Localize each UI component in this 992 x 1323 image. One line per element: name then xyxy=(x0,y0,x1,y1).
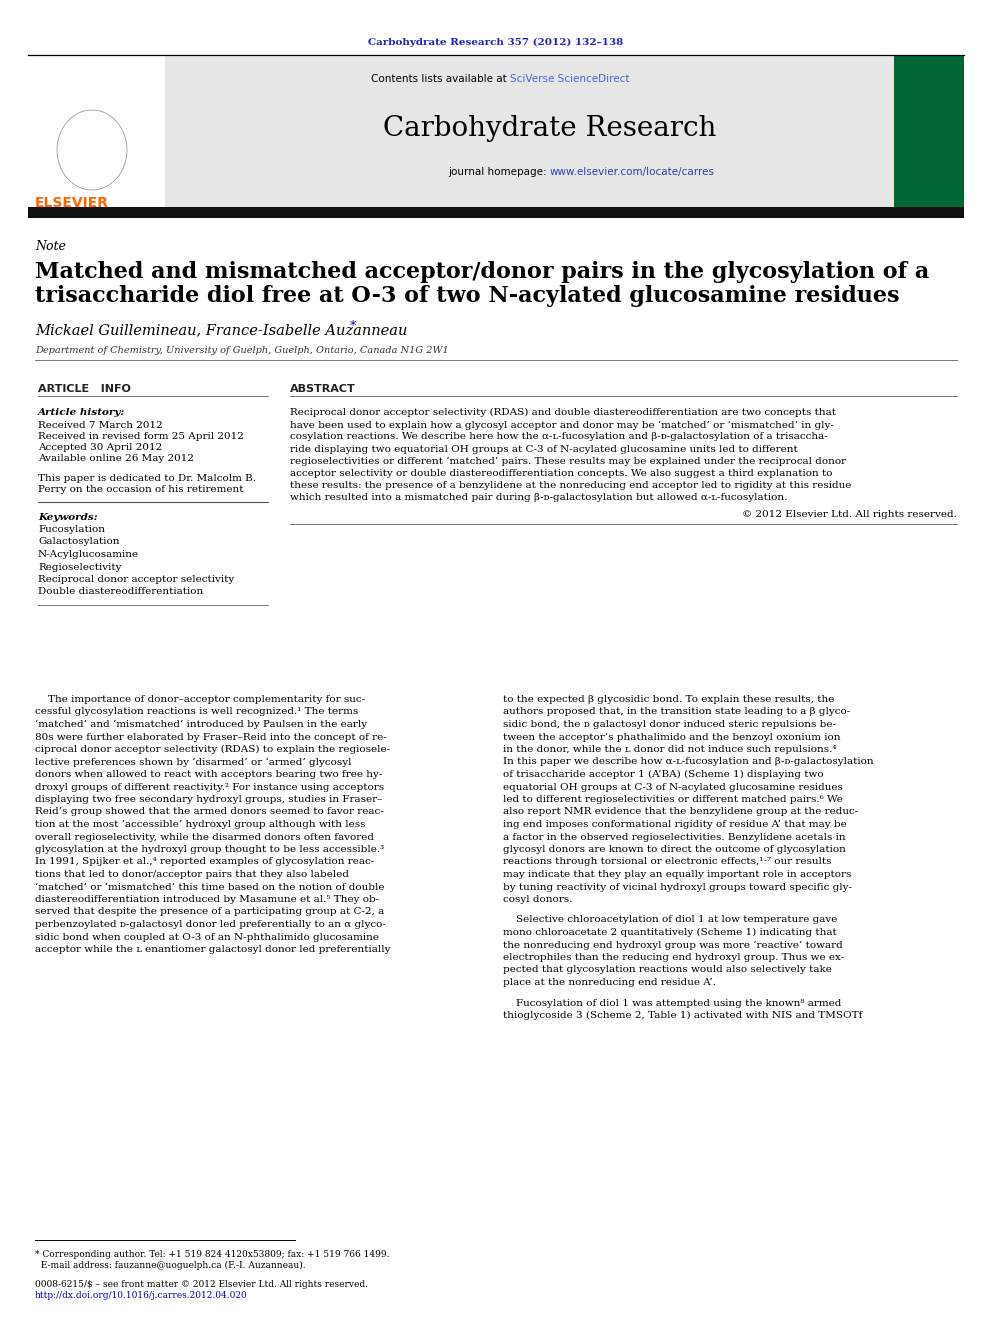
Text: ARTICLE   INFO: ARTICLE INFO xyxy=(38,384,131,394)
Text: in the donor, while the ʟ donor did not induce such repulsions.⁴: in the donor, while the ʟ donor did not … xyxy=(503,745,836,754)
Text: Contents lists available at: Contents lists available at xyxy=(371,74,510,83)
Text: by tuning reactivity of vicinal hydroxyl groups toward specific gly-: by tuning reactivity of vicinal hydroxyl… xyxy=(503,882,852,892)
Text: tions that led to donor/acceptor pairs that they also labeled: tions that led to donor/acceptor pairs t… xyxy=(35,871,349,878)
Text: Received 7 March 2012: Received 7 March 2012 xyxy=(38,421,163,430)
Text: reactions through torsional or electronic effects,¹⋅⁷ our results: reactions through torsional or electroni… xyxy=(503,857,831,867)
Text: Note: Note xyxy=(35,239,65,253)
Text: ride displaying two equatorial OH groups at C-3 of N-acylated glucosamine units : ride displaying two equatorial OH groups… xyxy=(290,445,798,454)
Text: Reciprocal donor acceptor selectivity: Reciprocal donor acceptor selectivity xyxy=(38,576,234,583)
Text: E-mail address: fauzanne@uoguelph.ca (F.-I. Auzanneau).: E-mail address: fauzanne@uoguelph.ca (F.… xyxy=(35,1261,306,1270)
Text: of trisaccharide acceptor 1 (A’BA) (Scheme 1) displaying two: of trisaccharide acceptor 1 (A’BA) (Sche… xyxy=(503,770,823,779)
Text: diastereodifferentiation introduced by Masamune et al.⁵ They ob-: diastereodifferentiation introduced by M… xyxy=(35,894,379,904)
Text: tween the acceptor’s phathalimido and the benzoyl oxonium ion: tween the acceptor’s phathalimido and th… xyxy=(503,733,840,741)
Text: trisaccharide diol free at O-3 of two N-acylated glucosamine residues: trisaccharide diol free at O-3 of two N-… xyxy=(35,284,900,307)
Text: which resulted into a mismatched pair during β-ᴅ-galactosylation but allowed α-ʟ: which resulted into a mismatched pair du… xyxy=(290,493,788,503)
Text: Fucosylation of diol 1 was attempted using the known⁸ armed: Fucosylation of diol 1 was attempted usi… xyxy=(503,999,841,1008)
Text: Carbohydrate Research 357 (2012) 132–138: Carbohydrate Research 357 (2012) 132–138 xyxy=(368,38,624,48)
Text: This paper is dedicated to Dr. Malcolm B.: This paper is dedicated to Dr. Malcolm B… xyxy=(38,474,256,483)
Text: glycosyl donors are known to direct the outcome of glycosylation: glycosyl donors are known to direct the … xyxy=(503,845,846,855)
Text: acceptor while the ʟ enantiomer galactosyl donor led preferentially: acceptor while the ʟ enantiomer galactos… xyxy=(35,945,391,954)
Text: displaying two free secondary hydroxyl groups, studies in Fraser–: displaying two free secondary hydroxyl g… xyxy=(35,795,382,804)
Text: ciprocal donor acceptor selectivity (RDAS) to explain the regiosele-: ciprocal donor acceptor selectivity (RDA… xyxy=(35,745,390,754)
Text: place at the nonreducing end residue A’.: place at the nonreducing end residue A’. xyxy=(503,978,716,987)
Text: cosyl donors.: cosyl donors. xyxy=(503,894,572,904)
Text: these results: the presence of a benzylidene at the nonreducing end acceptor led: these results: the presence of a benzyli… xyxy=(290,482,851,491)
Text: www.elsevier.com/locate/carres: www.elsevier.com/locate/carres xyxy=(550,167,715,177)
Text: SciVerse ScienceDirect: SciVerse ScienceDirect xyxy=(510,74,630,83)
Text: perbenzoylated ᴅ-galactosyl donor led preferentially to an α glyco-: perbenzoylated ᴅ-galactosyl donor led pr… xyxy=(35,919,386,929)
Text: N-Acylglucosamine: N-Acylglucosamine xyxy=(38,550,139,560)
Text: In this paper we describe how α-ʟ-fucosylation and β-ᴅ-galactosylation: In this paper we describe how α-ʟ-fucosy… xyxy=(503,758,874,766)
Text: Selective chloroacetylation of diol 1 at low temperature gave: Selective chloroacetylation of diol 1 at… xyxy=(503,916,837,925)
Text: mono chloroacetate 2 quantitatively (Scheme 1) indicating that: mono chloroacetate 2 quantitatively (Sch… xyxy=(503,927,836,937)
Text: overall regioselectivity, while the disarmed donors often favored: overall regioselectivity, while the disa… xyxy=(35,832,374,841)
Bar xyxy=(894,56,964,208)
Text: have been used to explain how a glycosyl acceptor and donor may be ‘matched’ or : have been used to explain how a glycosyl… xyxy=(290,421,834,430)
Text: Galactosylation: Galactosylation xyxy=(38,537,119,546)
Text: Matched and mismatched acceptor/donor pairs in the glycosylation of a: Matched and mismatched acceptor/donor pa… xyxy=(35,261,930,283)
Text: Available online 26 May 2012: Available online 26 May 2012 xyxy=(38,454,194,463)
Bar xyxy=(30,79,160,194)
Text: 80s were further elaborated by Fraser–Reid into the concept of re-: 80s were further elaborated by Fraser–Re… xyxy=(35,733,387,741)
Text: ‘matched’ and ‘mismatched’ introduced by Paulsen in the early: ‘matched’ and ‘mismatched’ introduced by… xyxy=(35,720,367,729)
Text: Received in revised form 25 April 2012: Received in revised form 25 April 2012 xyxy=(38,433,244,441)
Text: tion at the most ‘accessible’ hydroxyl group although with less: tion at the most ‘accessible’ hydroxyl g… xyxy=(35,820,365,830)
Text: ABSTRACT: ABSTRACT xyxy=(290,384,356,394)
Text: thioglycoside 3 (Scheme 2, Table 1) activated with NIS and TMSOTf: thioglycoside 3 (Scheme 2, Table 1) acti… xyxy=(503,1011,862,1020)
Text: Mickael Guillemineau, France-Isabelle Auzanneau: Mickael Guillemineau, France-Isabelle Au… xyxy=(35,323,412,337)
Text: *: * xyxy=(350,320,356,333)
Text: journal homepage:: journal homepage: xyxy=(448,167,550,177)
Text: Keywords:: Keywords: xyxy=(38,513,97,523)
Text: Article history:: Article history: xyxy=(38,407,125,417)
Text: Regioselectivity: Regioselectivity xyxy=(38,562,121,572)
Text: 0008-6215/$ – see front matter © 2012 Elsevier Ltd. All rights reserved.: 0008-6215/$ – see front matter © 2012 El… xyxy=(35,1279,368,1289)
Bar xyxy=(28,56,894,208)
Text: acceptor selectivity or double diastereodifferentiation concepts. We also sugges: acceptor selectivity or double diastereo… xyxy=(290,468,832,478)
Text: pected that glycosylation reactions would also selectively take: pected that glycosylation reactions woul… xyxy=(503,966,832,975)
Text: In 1991, Spijker et al.,⁴ reported examples of glycosylation reac-: In 1991, Spijker et al.,⁴ reported examp… xyxy=(35,857,374,867)
Text: ELSEVIER: ELSEVIER xyxy=(35,196,109,210)
Text: © 2012 Elsevier Ltd. All rights reserved.: © 2012 Elsevier Ltd. All rights reserved… xyxy=(742,509,957,519)
Text: sidic bond when coupled at O-3 of an N-phthalimido glucosamine: sidic bond when coupled at O-3 of an N-p… xyxy=(35,933,379,942)
Text: Department of Chemistry, University of Guelph, Guelph, Ontario, Canada N1G 2W1: Department of Chemistry, University of G… xyxy=(35,347,448,355)
Text: authors proposed that, in the transition state leading to a β glyco-: authors proposed that, in the transition… xyxy=(503,708,850,717)
Text: served that despite the presence of a participating group at C-2, a: served that despite the presence of a pa… xyxy=(35,908,384,917)
Text: * Corresponding author. Tel: +1 519 824 4120x53809; fax: +1 519 766 1499.: * Corresponding author. Tel: +1 519 824 … xyxy=(35,1250,390,1259)
Text: Carbohydrate Research: Carbohydrate Research xyxy=(383,115,716,142)
Bar xyxy=(28,206,964,218)
Text: Accepted 30 April 2012: Accepted 30 April 2012 xyxy=(38,443,163,452)
Text: regioselectivities or different ‘matched’ pairs. These results may be explained : regioselectivities or different ‘matched… xyxy=(290,456,846,466)
Text: The importance of donor–acceptor complementarity for suc-: The importance of donor–acceptor complem… xyxy=(35,695,365,704)
Text: led to different regioselectivities or different matched pairs.⁶ We: led to different regioselectivities or d… xyxy=(503,795,843,804)
Text: droxyl groups of different reactivity.² For instance using acceptors: droxyl groups of different reactivity.² … xyxy=(35,782,384,791)
Text: Reciprocal donor acceptor selectivity (RDAS) and double diastereodifferentiation: Reciprocal donor acceptor selectivity (R… xyxy=(290,407,836,417)
Text: to the expected β glycosidic bond. To explain these results, the: to the expected β glycosidic bond. To ex… xyxy=(503,695,834,704)
Text: lective preferences shown by ‘disarmed’ or ‘armed’ glycosyl: lective preferences shown by ‘disarmed’ … xyxy=(35,758,351,767)
Text: also report NMR evidence that the benzylidene group at the reduc-: also report NMR evidence that the benzyl… xyxy=(503,807,858,816)
Bar xyxy=(28,56,165,208)
Text: ‘matched’ or ‘mismatched’ this time based on the notion of double: ‘matched’ or ‘mismatched’ this time base… xyxy=(35,882,385,892)
Text: cosylation reactions. We describe here how the α-ʟ-fucosylation and β-ᴅ-galactos: cosylation reactions. We describe here h… xyxy=(290,433,827,442)
Text: Fucosylation: Fucosylation xyxy=(38,525,105,534)
Text: electrophiles than the reducing end hydroxyl group. Thus we ex-: electrophiles than the reducing end hydr… xyxy=(503,953,844,962)
Text: Perry on the occasion of his retirement: Perry on the occasion of his retirement xyxy=(38,486,243,493)
Text: donors when allowed to react with acceptors bearing two free hy-: donors when allowed to react with accept… xyxy=(35,770,382,779)
Text: ing end imposes conformational rigidity of residue A’ that may be: ing end imposes conformational rigidity … xyxy=(503,820,847,830)
Text: http://dx.doi.org/10.1016/j.carres.2012.04.020: http://dx.doi.org/10.1016/j.carres.2012.… xyxy=(35,1291,248,1301)
Text: cessful glycosylation reactions is well recognized.¹ The terms: cessful glycosylation reactions is well … xyxy=(35,708,358,717)
Text: a factor in the observed regioselectivities. Benzylidene acetals in: a factor in the observed regioselectivit… xyxy=(503,832,845,841)
Text: equatorial OH groups at C-3 of N-acylated glucosamine residues: equatorial OH groups at C-3 of N-acylate… xyxy=(503,782,843,791)
Text: glycosylation at the hydroxyl group thought to be less accessible.³: glycosylation at the hydroxyl group thou… xyxy=(35,845,384,855)
Text: sidic bond, the ᴅ galactosyl donor induced steric repulsions be-: sidic bond, the ᴅ galactosyl donor induc… xyxy=(503,720,836,729)
Text: Reid’s group showed that the armed donors seemed to favor reac-: Reid’s group showed that the armed donor… xyxy=(35,807,384,816)
Text: may indicate that they play an equally important role in acceptors: may indicate that they play an equally i… xyxy=(503,871,851,878)
Text: Double diastereodifferentiation: Double diastereodifferentiation xyxy=(38,587,203,597)
Text: the nonreducing end hydroxyl group was more ‘reactive’ toward: the nonreducing end hydroxyl group was m… xyxy=(503,941,843,950)
